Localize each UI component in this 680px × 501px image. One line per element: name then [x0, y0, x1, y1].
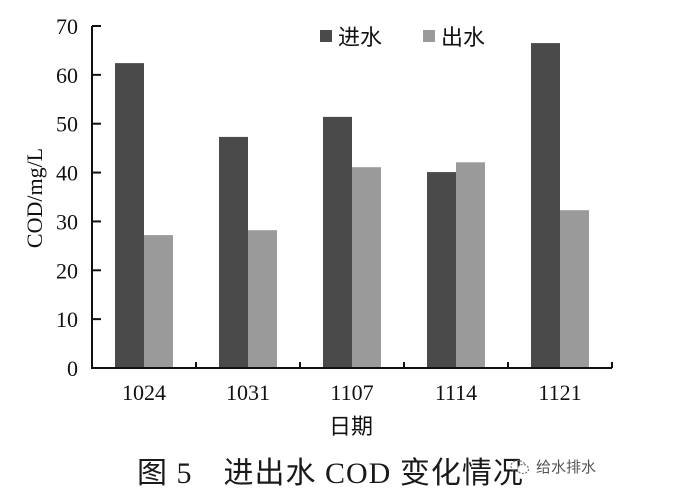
legend: 进水 出水: [320, 26, 485, 51]
x-tick-label: 1114: [435, 380, 477, 405]
x-tick-label: 1121: [538, 380, 581, 405]
bars: [115, 43, 589, 368]
y-tick-label: 40: [56, 161, 78, 186]
caption-text: 图 5 进出水 COD 变化情况: [137, 457, 524, 490]
bar-1121-1: [560, 210, 589, 368]
bar-1024-0: [115, 63, 144, 368]
y-tick-label: 10: [56, 307, 78, 332]
y-tick-label: 30: [56, 209, 78, 234]
bar-1121-0: [531, 43, 560, 368]
legend-label: 进水: [338, 26, 382, 51]
bar-1114-1: [456, 162, 485, 368]
y-tick-label: 20: [56, 258, 78, 283]
x-axis-label: 日期: [329, 415, 373, 440]
figure-caption: 图 5 进出水 COD 变化情况 给水排水: [0, 448, 680, 490]
watermark-text: 给水排水: [536, 458, 597, 476]
y-axis-label: COD/mg/L: [22, 148, 47, 248]
wechat-icon: [510, 459, 530, 474]
x-tick-label: 1024: [122, 380, 166, 405]
bar-1031-0: [219, 136, 248, 368]
y-tick-label: 50: [56, 112, 78, 137]
bar-1107-0: [323, 116, 352, 368]
y-tick-label: 70: [56, 14, 78, 39]
y-axis-ticks: 0 10 20 30 40 50 60 70: [56, 14, 101, 381]
watermark: 给水排水: [510, 456, 596, 477]
bar-1031-1: [248, 230, 277, 368]
x-axis-ticks: 1024 1031 1107 1114 1121: [122, 362, 613, 405]
x-tick-label: 1107: [330, 380, 373, 405]
legend-swatch: [423, 30, 435, 42]
x-tick-label: 1031: [226, 380, 270, 405]
bar-1114-0: [427, 172, 456, 368]
legend-swatch: [320, 30, 332, 42]
y-tick-label: 0: [67, 356, 78, 381]
legend-label: 出水: [441, 26, 485, 51]
bar-1024-1: [144, 235, 173, 368]
y-tick-label: 60: [56, 63, 78, 88]
bar-1107-1: [352, 167, 381, 368]
